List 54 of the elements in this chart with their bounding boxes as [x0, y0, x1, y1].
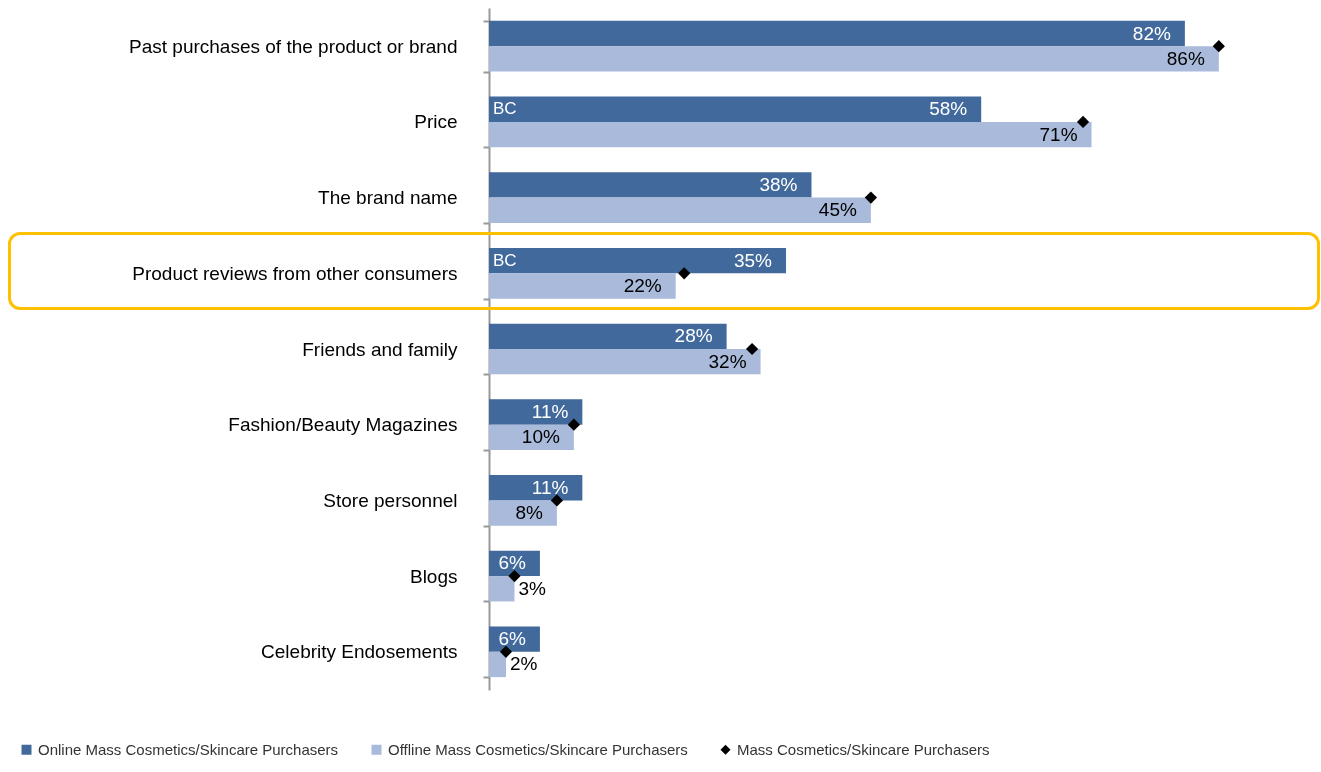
point: [567, 418, 580, 431]
point: [508, 569, 521, 583]
data-label: 71%: [1039, 123, 1078, 145]
data-label: 2%: [509, 653, 538, 675]
bar: [489, 96, 982, 122]
data-label: 58%: [929, 98, 968, 120]
legend-label: Offline Mass Cosmetics/Skincare Purchasers: [388, 740, 688, 758]
bar: [489, 399, 583, 425]
point: [678, 267, 691, 280]
bar: [489, 273, 676, 299]
point: [499, 645, 513, 658]
data-label: 11%: [531, 401, 569, 423]
y-tick-label: Friends and family: [302, 338, 458, 360]
y-tick-label: Product reviews from other consumers: [132, 262, 458, 284]
legend-label: Mass Cosmetics/Skincare Purchasers: [737, 740, 990, 758]
data-label: 32%: [708, 350, 747, 372]
data-label: 28%: [674, 325, 713, 347]
y-tick-label: Fashion/Beauty Magazines: [228, 414, 458, 436]
point: [550, 494, 564, 507]
bar: [489, 651, 506, 678]
bar: [489, 247, 787, 274]
data-label: 82%: [1132, 22, 1171, 44]
bar: [489, 349, 761, 375]
data-label: 38%: [759, 173, 798, 195]
data-label: 3%: [518, 577, 547, 599]
y-tick-label: The brand name: [318, 187, 458, 209]
data-label: 6%: [498, 628, 527, 650]
bar: [489, 172, 812, 198]
y-tick-label: Celebrity Endosements: [261, 641, 458, 663]
bar: [489, 46, 1219, 72]
data-label: 86%: [1166, 47, 1205, 69]
data-label: 6%: [498, 552, 527, 574]
data-label: 11%: [531, 476, 569, 498]
y-tick-label: Past purchases of the product or brand: [129, 35, 458, 57]
annotation: BC: [493, 99, 517, 119]
data-label: 10%: [521, 426, 560, 448]
bar: [489, 197, 871, 223]
legend-label: Online Mass Cosmetics/Skincare Purchasers: [38, 740, 339, 758]
bar: [489, 121, 1092, 148]
data-label: 22%: [623, 274, 662, 296]
data-label: 45%: [818, 199, 857, 221]
y-tick-label: Store personnel: [323, 489, 458, 511]
data-label: 8%: [515, 502, 543, 524]
point: [864, 191, 878, 204]
point: [1212, 40, 1225, 53]
annotation: BC: [493, 250, 517, 270]
data-label: 35%: [733, 249, 773, 271]
bar: [489, 323, 727, 349]
bar: [489, 20, 1185, 47]
bar: [489, 576, 515, 602]
point: [1076, 115, 1090, 129]
point: [745, 342, 759, 356]
y-tick-label: Price: [414, 111, 458, 133]
y-tick-label: Blogs: [409, 565, 458, 587]
